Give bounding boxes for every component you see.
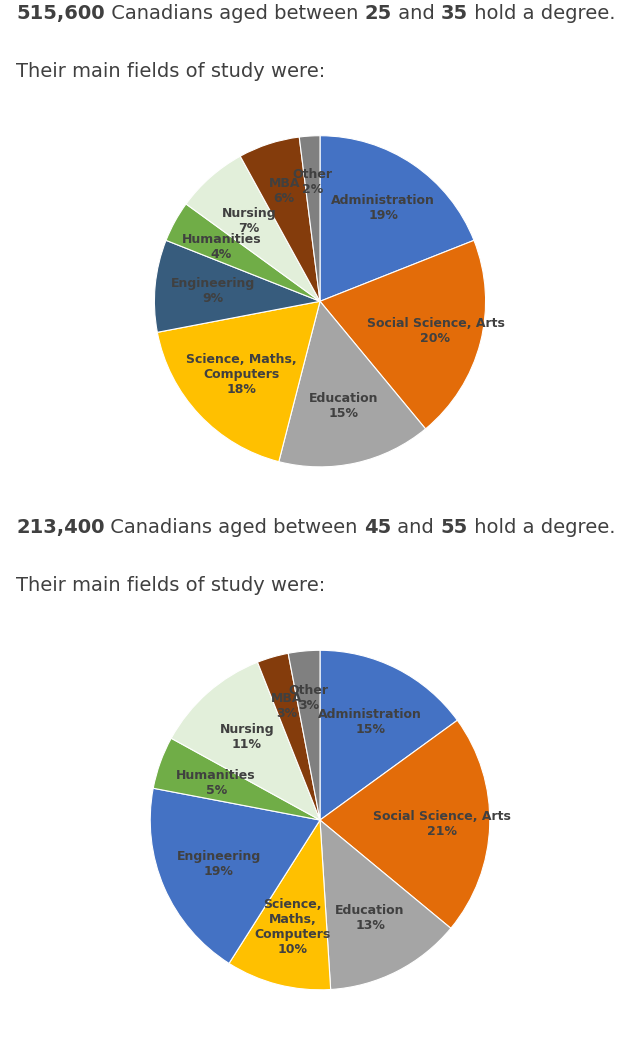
Text: 213,400: 213,400 — [16, 518, 104, 537]
Wedge shape — [288, 650, 320, 820]
Text: hold a degree.: hold a degree. — [468, 518, 615, 537]
Text: 35: 35 — [440, 4, 468, 23]
Wedge shape — [153, 738, 320, 820]
Text: Other
3%: Other 3% — [289, 684, 328, 713]
Wedge shape — [320, 240, 486, 429]
Text: Engineering
9%: Engineering 9% — [171, 277, 255, 305]
Wedge shape — [320, 820, 451, 989]
Wedge shape — [320, 720, 490, 929]
Text: Their main fields of study were:: Their main fields of study were: — [16, 63, 325, 82]
Wedge shape — [320, 650, 458, 820]
Text: 45: 45 — [364, 518, 392, 537]
Wedge shape — [229, 820, 331, 989]
Wedge shape — [166, 204, 320, 302]
Text: MBA
6%: MBA 6% — [268, 177, 300, 205]
Text: MBA
3%: MBA 3% — [271, 692, 303, 720]
Text: Humanities
4%: Humanities 4% — [182, 233, 261, 261]
Text: Nursing
7%: Nursing 7% — [221, 206, 276, 235]
Text: Canadians aged between: Canadians aged between — [104, 518, 364, 537]
Text: Humanities
5%: Humanities 5% — [177, 768, 256, 796]
Text: and: and — [392, 518, 440, 537]
Text: Their main fields of study were:: Their main fields of study were: — [16, 576, 325, 595]
Wedge shape — [157, 302, 320, 462]
Wedge shape — [240, 137, 320, 302]
Text: Social Science, Arts
21%: Social Science, Arts 21% — [373, 810, 511, 838]
Text: 55: 55 — [440, 518, 468, 537]
Wedge shape — [257, 653, 320, 820]
Text: 515,600: 515,600 — [16, 4, 104, 23]
Text: hold a degree.: hold a degree. — [468, 4, 615, 23]
Text: Engineering
19%: Engineering 19% — [177, 850, 261, 878]
Text: Education
13%: Education 13% — [335, 904, 405, 933]
Text: Other
2%: Other 2% — [292, 169, 333, 196]
Text: Administration
19%: Administration 19% — [332, 194, 435, 222]
Text: Science,
Maths,
Computers
10%: Science, Maths, Computers 10% — [255, 898, 331, 956]
Wedge shape — [279, 302, 426, 466]
Wedge shape — [186, 156, 320, 302]
Wedge shape — [154, 240, 320, 332]
Text: Nursing
11%: Nursing 11% — [220, 723, 275, 751]
Text: Education
15%: Education 15% — [308, 392, 378, 420]
Text: Administration
15%: Administration 15% — [318, 707, 422, 736]
Text: and: and — [392, 4, 440, 23]
Text: 25: 25 — [364, 4, 392, 23]
Text: Canadians aged between: Canadians aged between — [104, 4, 364, 23]
Wedge shape — [320, 135, 474, 302]
Wedge shape — [172, 662, 320, 820]
Text: Science, Maths,
Computers
18%: Science, Maths, Computers 18% — [186, 353, 297, 396]
Wedge shape — [300, 135, 320, 302]
Text: Social Science, Arts
20%: Social Science, Arts 20% — [367, 316, 504, 345]
Wedge shape — [150, 788, 320, 963]
